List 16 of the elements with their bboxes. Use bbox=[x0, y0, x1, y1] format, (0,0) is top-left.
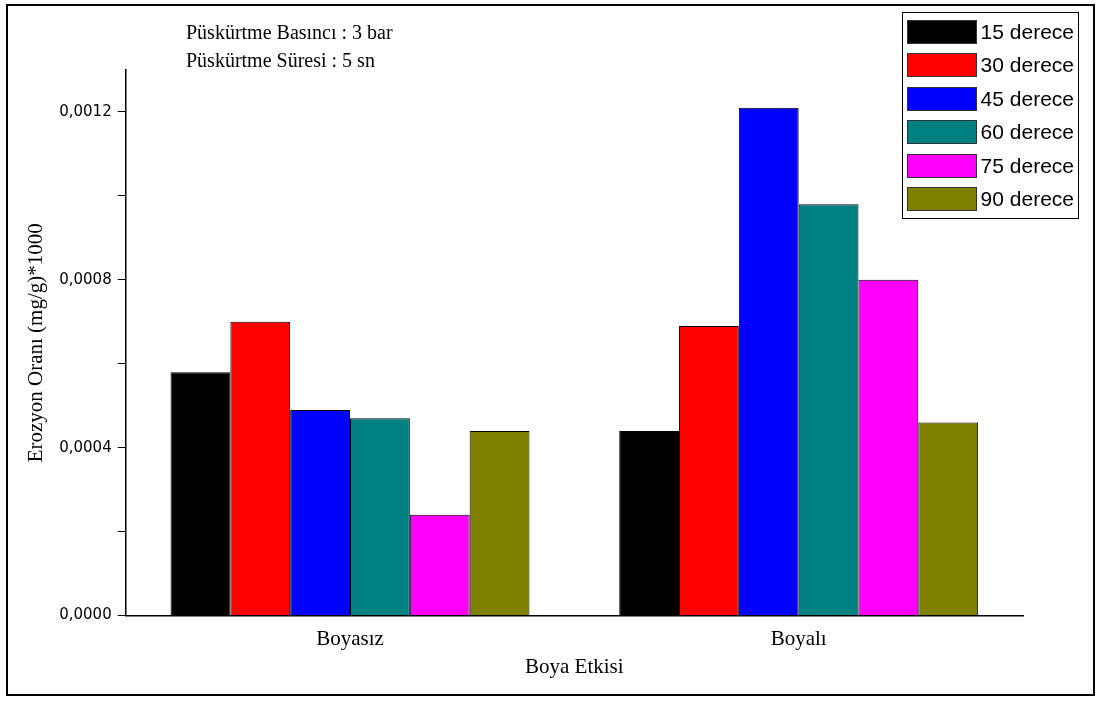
x-tick-label: Boyalı bbox=[770, 625, 827, 650]
legend-label: 15 derece bbox=[980, 19, 1074, 44]
y-tick-label: 0,0008 bbox=[59, 269, 112, 288]
y-axis-title: Erozyon Oranı (mg/g)*1000 bbox=[23, 223, 48, 463]
legend-label: 90 derece bbox=[980, 187, 1074, 212]
y-tick-label: 0,0000 bbox=[59, 605, 112, 624]
annotation: Püskürtme Süresi : 5 sn bbox=[186, 48, 376, 73]
x-tick-label: Boyasız bbox=[316, 625, 384, 650]
y-tick-label: 0,0004 bbox=[59, 437, 112, 456]
y-tick-label: 0,0012 bbox=[59, 101, 112, 120]
legend-label: 30 derece bbox=[980, 53, 1074, 78]
x-axis-title: Boya Etkisi bbox=[525, 653, 624, 678]
legend-label: 45 derece bbox=[980, 86, 1074, 111]
text: Püskürtme Basıncı : 3 bar bbox=[186, 20, 393, 45]
legend-label: 60 derece bbox=[980, 120, 1074, 145]
legend-label: 75 derece bbox=[980, 153, 1074, 178]
